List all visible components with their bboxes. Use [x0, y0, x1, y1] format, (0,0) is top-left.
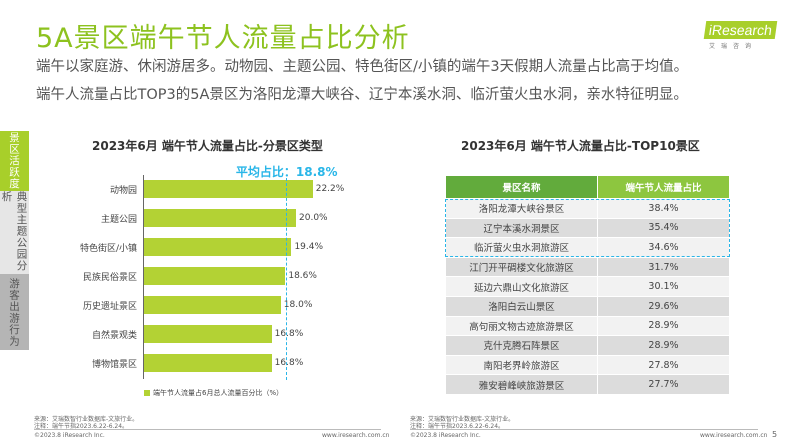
scenic-name-cell: 洛阳龙潭大峡谷景区 — [445, 198, 598, 219]
subtitle-line: 端午以家庭游、休闲游居多。动物园、主题公园、特色街区/小镇的端午3天假期人流量占… — [36, 59, 689, 75]
table-row: 克什克腾石阵景区 28.9% — [445, 335, 730, 356]
divider — [410, 429, 758, 430]
website: www.iresearch.com.cn — [700, 432, 768, 439]
scenic-name-cell: 延边六鼎山文化旅游区 — [445, 276, 598, 297]
scenic-name-cell: 江门开平碉楼文化旅游区 — [445, 256, 598, 278]
table-row: 江门开平碉楼文化旅游区 31.7% — [445, 256, 730, 278]
average-line — [285, 178, 287, 380]
side-tab-activity[interactable]: 景区活跃度 — [0, 131, 29, 191]
share-cell: 28.9% — [597, 315, 730, 337]
category-label: 动物园 — [109, 186, 137, 196]
date-note: 注释：端午节指2023.6.22-6.24。 — [34, 423, 129, 430]
copyright: ©2023.8 iResearch Inc. — [34, 432, 105, 439]
share-cell: 31.7% — [597, 256, 730, 278]
scenic-name-cell: 克什克腾石阵景区 — [445, 335, 598, 356]
bar — [144, 296, 281, 314]
scenic-name-cell: 高句丽文物古迹旅游景区 — [445, 315, 598, 337]
table-row: 高句丽文物古迹旅游景区 28.9% — [445, 315, 730, 337]
value-label: 16.8% — [274, 358, 304, 368]
bar — [144, 325, 272, 343]
average-label: 平均占比：18.8% — [235, 165, 338, 179]
share-cell: 27.7% — [597, 374, 730, 395]
website: www.iresearch.com.cn — [322, 432, 390, 439]
category-label: 主题公园 — [100, 215, 137, 225]
table-title: 2023年6月 端午节人流量占比-TOP10景区 — [461, 139, 700, 153]
scenic-name-cell: 洛阳白云山景区 — [445, 295, 598, 317]
column-header: 端午节人流量占比 — [597, 175, 730, 199]
scenic-name-cell: 辽宁本溪水洞景区 — [445, 217, 598, 239]
top3-highlight-box — [445, 199, 730, 257]
table-row: 洛阳白云山景区 29.6% — [445, 295, 730, 317]
share-cell: 35.4% — [597, 217, 730, 239]
column-header: 景区名称 — [445, 175, 598, 199]
y-axis — [143, 175, 144, 379]
bar-chart-title: 2023年6月 端午节人流量占比-分景区类型 — [92, 139, 323, 153]
bar — [144, 238, 292, 256]
category-label: 民族民俗景区 — [82, 273, 137, 283]
side-tab-theme-park[interactable]: 典型主题公园分析 — [0, 191, 29, 274]
scenic-name-cell: 临沂萤火虫水洞旅游区 — [445, 237, 598, 258]
value-label: 16.8% — [274, 329, 304, 339]
source-note: 来源：艾瑞数智行业数据库-文旅行业。 — [34, 416, 139, 423]
value-label: 18.6% — [288, 271, 317, 281]
share-cell: 27.8% — [597, 354, 730, 376]
category-label: 特色街区/小镇 — [79, 244, 137, 254]
date-note: 注释：端午节指2023.6.22-6.24。 — [410, 423, 505, 430]
share-cell: 28.9% — [597, 335, 730, 356]
table-row: 雅安碧峰峡旅游景区 27.7% — [445, 374, 730, 395]
page-number: 5 — [772, 430, 778, 439]
share-cell: 29.6% — [597, 295, 730, 317]
table-row: 延边六鼎山文化旅游区 30.1% — [445, 276, 730, 297]
table-row: 南阳老界岭旅游区 27.8% — [445, 354, 730, 376]
bar — [144, 180, 313, 198]
value-label: 18.0% — [283, 300, 313, 310]
value-label: 22.2% — [315, 184, 345, 194]
share-cell: 30.1% — [597, 276, 730, 297]
share-cell: 34.6% — [597, 237, 730, 258]
bar — [144, 267, 286, 285]
table-row: 辽宁本溪水洞景区 35.4% — [445, 217, 730, 239]
bar — [144, 354, 272, 372]
scenic-name-cell: 南阳老界岭旅游区 — [445, 354, 598, 376]
category-label: 博物馆景区 — [91, 360, 137, 370]
value-label: 20.0% — [299, 213, 328, 223]
legend-swatch — [144, 390, 150, 396]
page-title: 5A景区端午节人流量占比分析 — [36, 23, 410, 54]
category-label: 历史遗址景区 — [82, 302, 137, 312]
source-note: 来源：艾瑞数智行业数据库-文旅行业。 — [410, 416, 515, 423]
table-row: 洛阳龙潭大峡谷景区 38.4% — [445, 198, 730, 219]
value-label: 19.4% — [294, 242, 324, 252]
divider — [34, 429, 381, 430]
top10-table: 景区名称 端午节人流量占比 洛阳龙潭大峡谷景区 38.4% 辽宁本溪水洞景区 35.4%… — [445, 175, 730, 395]
table-row: 临沂萤火虫水洞旅游区 34.6% — [445, 237, 730, 258]
copyright: ©2023.8 iResearch Inc. — [410, 432, 481, 439]
bar — [144, 209, 296, 227]
subtitle-line: 端午人流量占比TOP3的5A景区为洛阳龙潭大峡谷、辽宁本溪水洞、临沂萤火虫水洞，… — [36, 87, 688, 103]
category-label: 自然景观类 — [91, 331, 137, 341]
legend: 端午节人流量占6月总人流量百分比（%） — [144, 388, 283, 398]
scenic-name-cell: 雅安碧峰峡旅游景区 — [445, 374, 598, 395]
side-tab-tourist-behavior[interactable]: 游客出游行为 — [0, 274, 29, 350]
iresearch-logo: iResearch 艾瑞咨询 — [703, 20, 787, 50]
